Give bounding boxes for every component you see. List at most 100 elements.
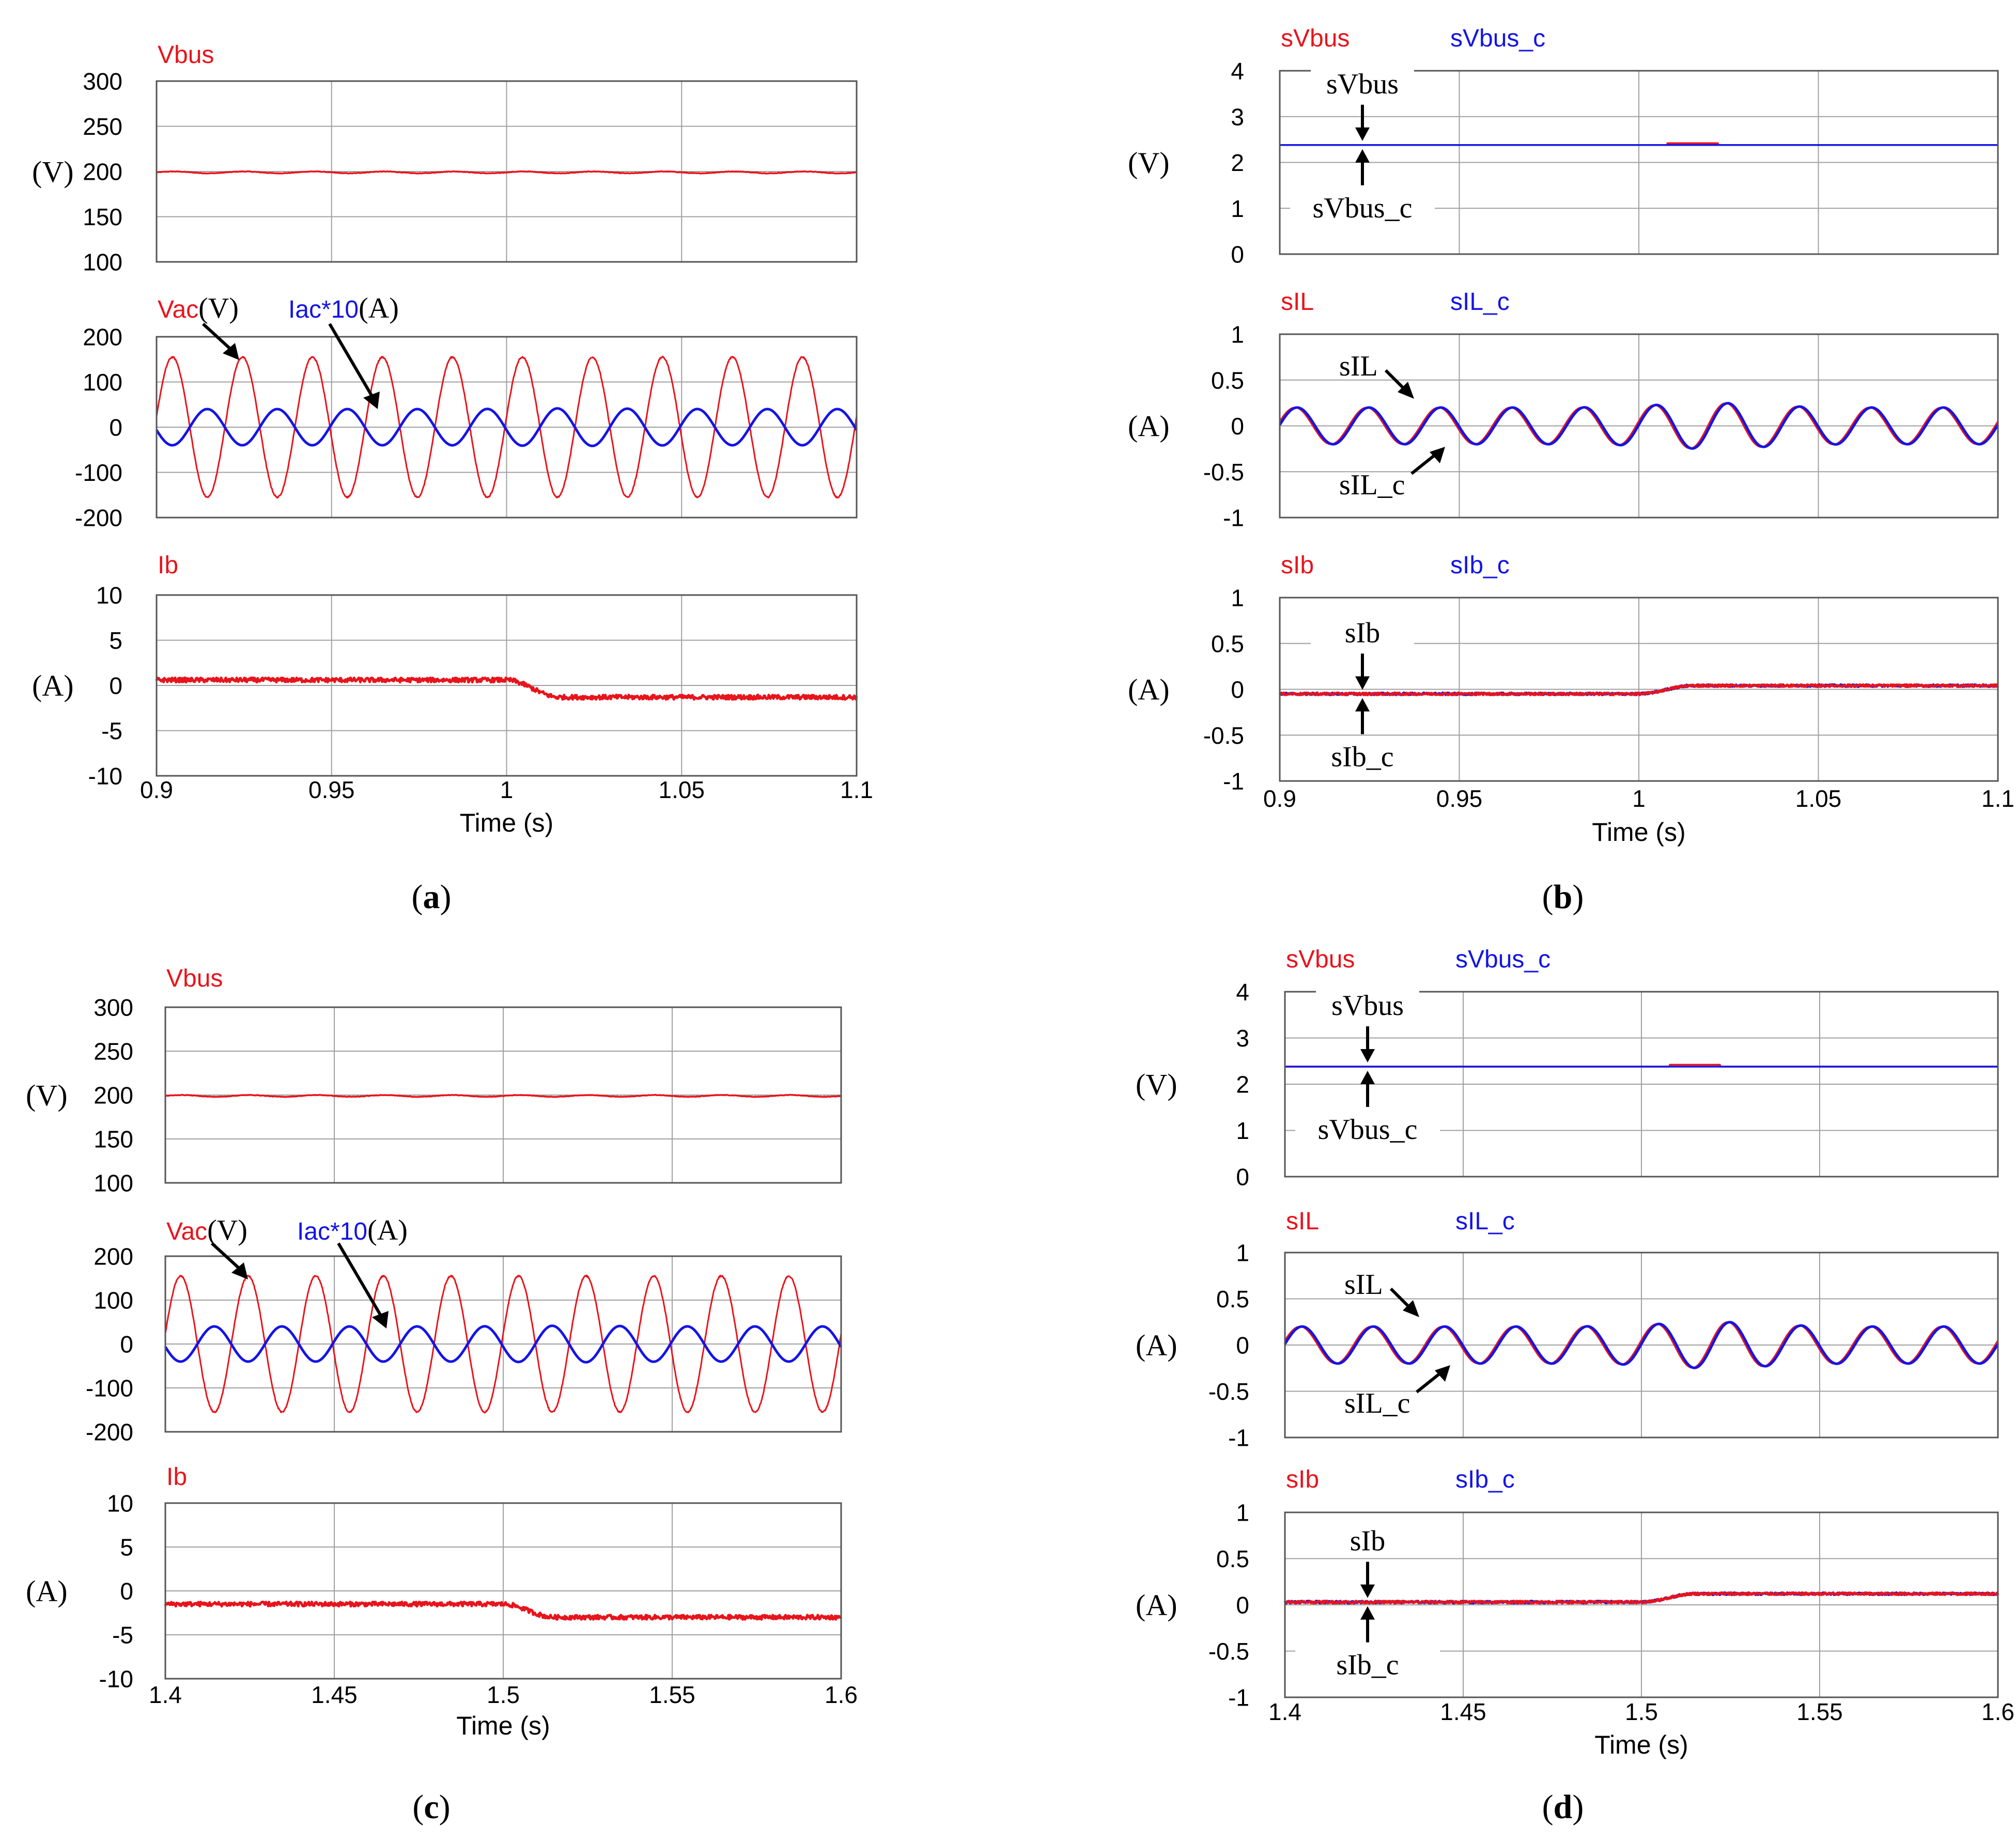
x-tick-label: 1.1	[1981, 785, 2014, 812]
subfigure-caption: (b)	[1542, 878, 1584, 916]
plot-frame	[1284, 1511, 1999, 1698]
arrow-head	[1355, 127, 1370, 141]
annotation-arrow	[328, 323, 375, 400]
y-tick-label: 0	[1236, 1332, 1249, 1359]
y-tick-label: 250	[94, 1038, 133, 1065]
annotation-label: sVbus	[1331, 990, 1404, 1022]
y-tick-label: 100	[83, 249, 122, 276]
annotation-label: sVbus	[1326, 68, 1399, 100]
plot-frame	[1284, 991, 1999, 1178]
y-unit-label: (A)	[1136, 1329, 1177, 1362]
plot-frame	[1279, 597, 1999, 782]
annotation-bg	[1295, 1648, 1440, 1682]
y-tick-label: 1	[1236, 1499, 1249, 1526]
series-label-vbus: Vbus	[158, 41, 214, 69]
series-line-silc	[1283, 1321, 1999, 1369]
panel-b-1: 4 3 2 1 0 (V) sVbus sVbus_c sVbus sVbus_c	[1128, 25, 1999, 268]
subfigure-caption: (c)	[412, 1788, 450, 1826]
y-tick-label: 0	[1236, 1592, 1249, 1619]
y-tick-label: -1	[1223, 768, 1244, 795]
y-tick-label: -100	[75, 459, 122, 486]
x-tick-label: 1.4	[149, 1681, 182, 1708]
series-label-iac10: Iac*10(A)	[288, 292, 399, 324]
annotation-label: sIb	[1350, 1525, 1385, 1557]
x-tick-label: 1.5	[487, 1681, 520, 1708]
y-tick-label: 150	[94, 1126, 133, 1153]
arrow-head	[223, 343, 239, 360]
y-tick-label: 0	[109, 414, 122, 441]
plot-frame	[1284, 1252, 1999, 1439]
y-tick-label: -5	[101, 717, 122, 744]
y-tick-label: -200	[75, 505, 122, 532]
subfigure-caption: (a)	[412, 878, 452, 916]
annotation-bg	[1316, 989, 1419, 1020]
panel-d-2: 1 0.5 0 -0.5 -1 (A) sIL sIL_c sIL sIL_c	[1136, 1208, 1999, 1451]
annotation-bg	[1290, 740, 1435, 774]
annotation-arrow	[201, 322, 236, 354]
series-label-vac: Vac(V)	[158, 292, 239, 324]
y-tick-label: 200	[83, 324, 122, 351]
y-tick-label: -0.5	[1208, 1638, 1249, 1665]
y-tick-label: 200	[94, 1243, 133, 1270]
series-label-silc: sIL_c	[1450, 288, 1510, 316]
x-axis-title: Time (s)	[1594, 1730, 1688, 1759]
subfigure-a: 300250200150100(V)Vbus2001000-100-200Vac…	[32, 41, 873, 916]
x-tick-label: 1.55	[649, 1681, 695, 1708]
series-label-vac: Vac(V)	[166, 1214, 247, 1246]
series-label-svbusc: sVbus_c	[1455, 946, 1550, 973]
series-line-sib	[1279, 683, 1999, 696]
y-unit-label: (V)	[1128, 146, 1170, 180]
plot-frame	[164, 1502, 842, 1680]
y-tick-label: -10	[99, 1666, 133, 1693]
series-label-sib: sIb	[1286, 1466, 1319, 1493]
plot-frame	[164, 1006, 842, 1184]
y-tick-label: 2	[1231, 149, 1244, 176]
plot-frame	[164, 1255, 842, 1433]
x-tick-label: 1.05	[1795, 785, 1842, 812]
x-axis-title: Time (s)	[456, 1711, 550, 1740]
series-line-iac10	[155, 407, 858, 447]
panel-a-1: 300 250 200 150 100 (V) Vbus	[32, 41, 858, 276]
y-tick-label: -0.5	[1203, 722, 1244, 749]
y-tick-label: -0.5	[1208, 1378, 1249, 1405]
series-label-sil: sIL	[1286, 1208, 1319, 1235]
annotation-arrow	[1410, 451, 1438, 475]
annotation-arrow	[1416, 1370, 1444, 1394]
plot-frame	[156, 80, 858, 263]
x-tick-label: 1.6	[1981, 1698, 2014, 1725]
arrow-head	[1435, 1365, 1450, 1382]
y-tick-label: -10	[88, 763, 122, 790]
series-label-svbusc: sVbus_c	[1450, 25, 1545, 52]
plot-frame	[156, 594, 858, 777]
arrow-head	[1430, 447, 1445, 463]
series-line-vbus	[156, 170, 857, 175]
series-label-sibc: sIb_c	[1455, 1466, 1515, 1493]
y-tick-label: 100	[94, 1170, 133, 1197]
x-tick-label: 0.95	[308, 776, 355, 803]
y-tick-label: 10	[107, 1490, 133, 1517]
y-tick-label: 200	[83, 159, 122, 185]
y-tick-label: 10	[96, 582, 122, 609]
y-unit-label: (V)	[1136, 1068, 1177, 1101]
annotation-bg	[1311, 67, 1414, 99]
y-tick-label: 0	[1236, 1164, 1249, 1191]
y-unit-label: (V)	[32, 155, 74, 189]
x-tick-label: 1	[1632, 785, 1646, 812]
subfigure-caption: (d)	[1542, 1788, 1584, 1826]
panel-d-3: 1 0.5 0 -0.5 -1 (A) sIb sIb_c sIb sIb_c	[1136, 1466, 1999, 1711]
x-axis-title: Time (s)	[1592, 818, 1685, 847]
x-axis-title: Time (s)	[460, 808, 553, 837]
y-tick-label: 150	[83, 204, 122, 230]
annotation-label: sIL_c	[1344, 1387, 1410, 1419]
y-tick-label: -100	[86, 1375, 133, 1402]
y-tick-label: 1	[1231, 585, 1244, 612]
arrow-head	[1355, 676, 1370, 690]
plot-frame	[1279, 70, 1999, 255]
y-tick-label: 1	[1236, 1117, 1249, 1144]
y-tick-label: 0	[1231, 241, 1244, 268]
plot-frame	[1279, 333, 1999, 519]
y-tick-label: 0	[1231, 413, 1244, 440]
arrow-head	[1360, 1049, 1375, 1062]
annotation-label: sVbus_c	[1313, 192, 1413, 224]
